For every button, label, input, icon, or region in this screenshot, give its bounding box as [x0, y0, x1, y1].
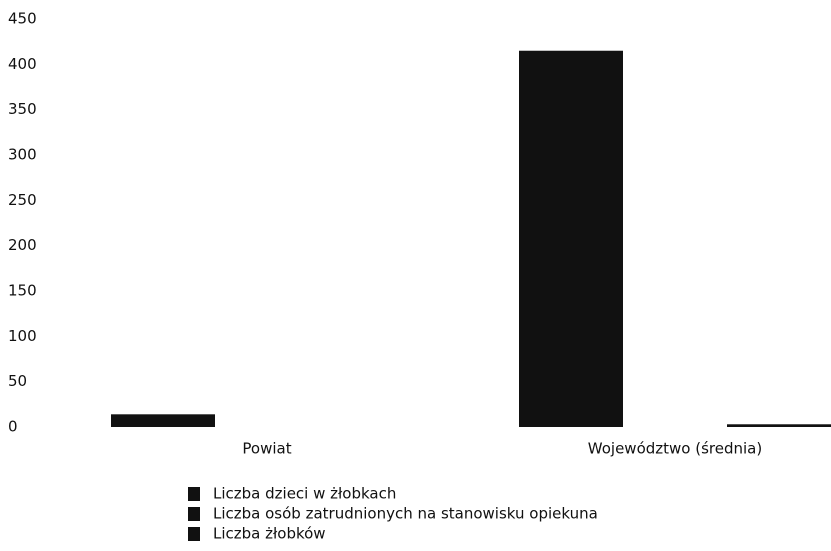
bar	[111, 414, 215, 427]
y-tick-label: 150	[8, 282, 37, 300]
bar	[519, 50, 623, 427]
legend-swatch	[188, 487, 200, 501]
y-tick-label: 100	[8, 327, 37, 345]
y-tick-label: 200	[8, 236, 37, 254]
y-tick-label: 250	[8, 191, 37, 209]
x-tick-label: Powiat	[242, 440, 291, 458]
legend-label: Liczba żłobków	[213, 525, 326, 543]
legend-label: Liczba osób zatrudnionych na stanowisku …	[213, 505, 598, 523]
x-tick-label: Województwo (średnia)	[588, 440, 762, 458]
bar	[727, 424, 831, 427]
y-tick-label: 350	[8, 100, 37, 118]
y-tick-label: 400	[8, 55, 37, 73]
y-tick-label: 0	[8, 418, 18, 436]
y-tick-label: 50	[8, 372, 27, 390]
legend-swatch	[188, 527, 200, 541]
y-tick-label: 300	[8, 146, 37, 164]
legend-swatch	[188, 507, 200, 521]
legend-label: Liczba dzieci w żłobkach	[213, 485, 396, 503]
y-tick-label: 450	[8, 10, 37, 28]
